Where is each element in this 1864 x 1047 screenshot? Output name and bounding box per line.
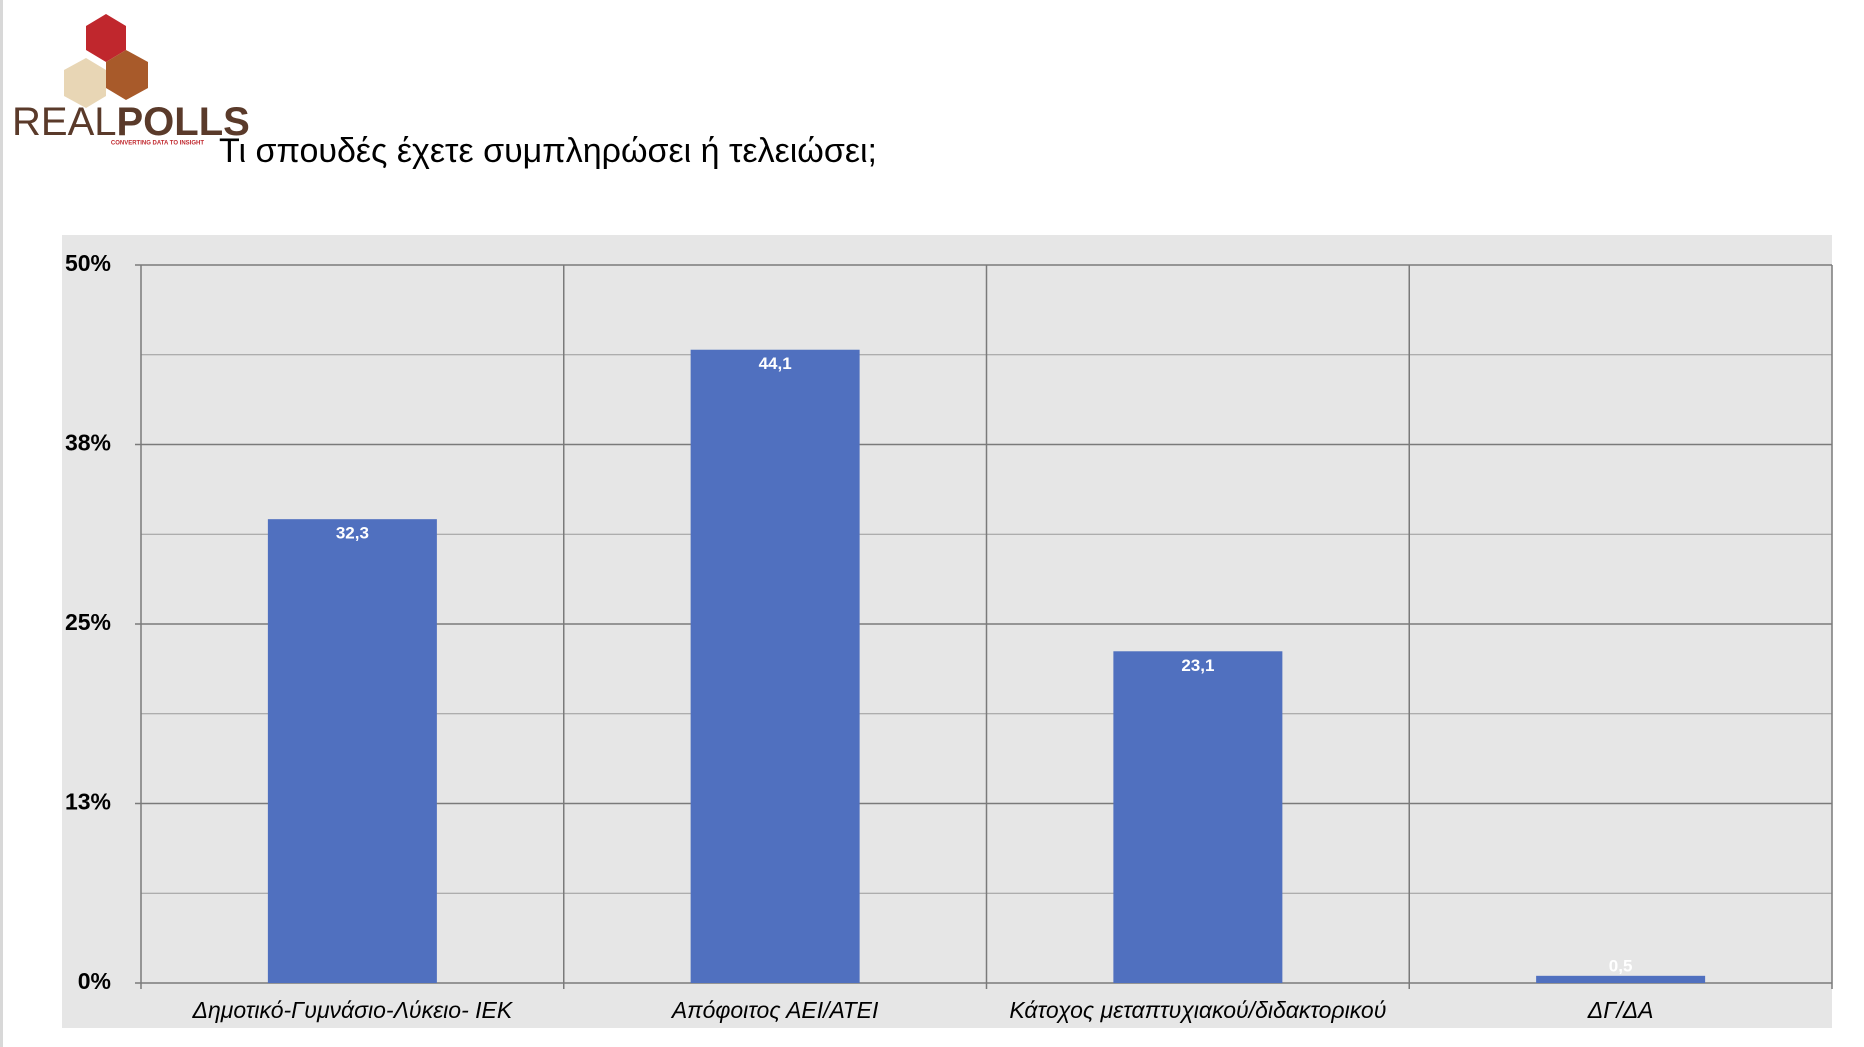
- y-tick-label: 50%: [65, 250, 111, 276]
- y-tick-label: 13%: [65, 789, 111, 815]
- logo-cube: [106, 50, 148, 100]
- bar: [1536, 975, 1706, 983]
- y-tick-label: 0%: [78, 968, 111, 994]
- logo-text-bold: POLLS: [117, 100, 250, 144]
- logo-text-light: REAL: [12, 100, 117, 144]
- value-label: 0,5: [1609, 956, 1633, 975]
- logo-tagline: CONVERTING DATA TO INSIGHT: [111, 141, 204, 147]
- chart-title: Τι σπουδές έχετε συμπληρώσει ή τελειώσει…: [219, 132, 877, 170]
- logo-cube: [86, 14, 126, 62]
- x-tick-label: Κάτοχος μεταπτυχιακού/διδακτορικού: [1009, 997, 1386, 1023]
- value-label: 23,1: [1181, 656, 1214, 675]
- bar: [690, 349, 860, 983]
- y-tick-label: 38%: [65, 430, 111, 456]
- x-tick-label: Απόφοιτος ΑΕΙ/ΑΤΕΙ: [670, 997, 879, 1023]
- page-edge: [0, 0, 3, 1047]
- x-tick-label: Δημοτικό-Γυμνάσιο-Λύκειο- ΙΕΚ: [192, 997, 514, 1023]
- logo-text: REALPOLLS: [12, 100, 250, 144]
- value-label: 32,3: [336, 524, 369, 543]
- value-label: 44,1: [759, 354, 792, 373]
- logo-cube: [64, 58, 106, 108]
- bar: [1113, 651, 1283, 983]
- bar: [267, 519, 437, 983]
- logo: REALPOLLS CONVERTING DATA TO INSIGHT: [12, 14, 250, 147]
- y-tick-label: 25%: [65, 609, 111, 635]
- x-tick-label: ΔΓ/ΔΑ: [1587, 997, 1654, 1023]
